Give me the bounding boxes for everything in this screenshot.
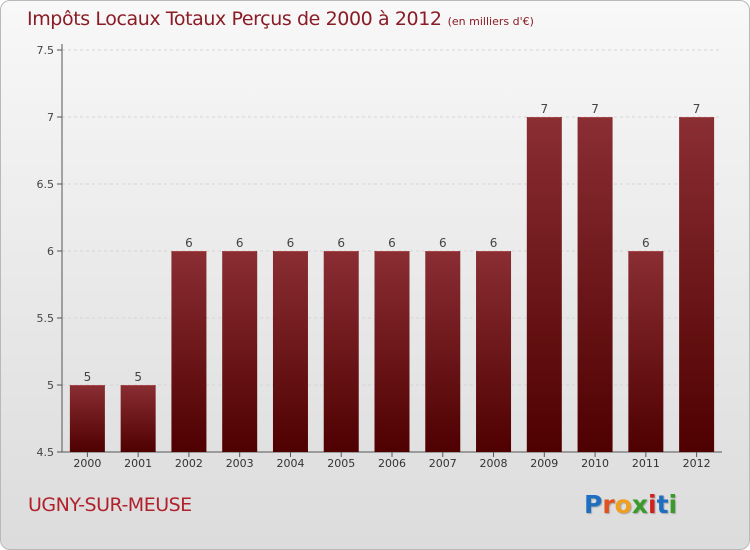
- bar-2012: [679, 117, 715, 452]
- logo-letter: x: [631, 490, 648, 519]
- data-label-2000: 5: [84, 370, 92, 384]
- bars: [69, 117, 715, 452]
- bar-2002: [171, 251, 207, 452]
- x-tick-label-2011: 2011: [632, 457, 660, 470]
- labels: 4.5 5 5.5 6 6.5 7 7.5 5 2000 5 2001 6 2002 6 2003 6 2004…: [37, 44, 711, 470]
- x-tick-label-2010: 2010: [581, 457, 609, 470]
- chart-unit-note: (en milliers d'€): [447, 15, 534, 28]
- commune-name: UGNY-SUR-MEUSE: [28, 494, 192, 516]
- x-tick-label-2002: 2002: [175, 457, 203, 470]
- logo-letter: r: [602, 490, 615, 519]
- x-tick-label-2008: 2008: [480, 457, 508, 470]
- x-tick-label-2000: 2000: [73, 457, 101, 470]
- bar-2000: [69, 385, 105, 452]
- bar-2009: [526, 117, 562, 452]
- x-tick-label-2004: 2004: [276, 457, 304, 470]
- data-label-2005: 6: [337, 236, 345, 250]
- bar-2001: [120, 385, 156, 452]
- bar-2008: [476, 251, 512, 452]
- data-label-2002: 6: [185, 236, 193, 250]
- data-label-2011: 6: [642, 236, 650, 250]
- bar-2003: [222, 251, 258, 452]
- data-label-2001: 5: [134, 370, 142, 384]
- x-tick-label-2001: 2001: [124, 457, 152, 470]
- logo-letter: t: [656, 490, 669, 519]
- y-tick-label: 4.5: [37, 446, 55, 459]
- logo-letter: P: [584, 490, 603, 519]
- y-tick-label: 7: [47, 111, 54, 124]
- proxiti-logo[interactable]: Proxiti: [584, 490, 677, 519]
- bar-2004: [272, 251, 308, 452]
- y-tick-label: 7.5: [37, 44, 55, 57]
- data-label-2008: 6: [490, 236, 498, 250]
- x-tick-label-2012: 2012: [683, 457, 711, 470]
- logo-letter: i: [668, 490, 678, 519]
- bar-2007: [425, 251, 461, 452]
- x-tick-label-2005: 2005: [327, 457, 355, 470]
- bar-2010: [577, 117, 613, 452]
- logo-letter: o: [614, 490, 632, 519]
- bar-2006: [374, 251, 410, 452]
- y-tick-label: 6.5: [37, 178, 55, 191]
- data-label-2012: 7: [693, 102, 701, 116]
- bar-2011: [628, 251, 664, 452]
- data-label-2007: 6: [439, 236, 447, 250]
- x-tick-label-2007: 2007: [429, 457, 457, 470]
- x-tick-label-2003: 2003: [226, 457, 254, 470]
- data-label-2006: 6: [388, 236, 396, 250]
- data-label-2003: 6: [236, 236, 244, 250]
- chart-title-row: Impôts Locaux Totaux Perçus de 2000 à 20…: [27, 8, 534, 30]
- x-tick-label-2006: 2006: [378, 457, 406, 470]
- data-label-2004: 6: [287, 236, 295, 250]
- y-tick-label: 5.5: [37, 312, 55, 325]
- data-label-2010: 7: [591, 102, 599, 116]
- logo-letter: i: [648, 490, 657, 519]
- y-tick-label: 6: [47, 245, 54, 258]
- data-label-2009: 7: [540, 102, 548, 116]
- y-tick-label: 5: [47, 379, 54, 392]
- x-tick-label-2009: 2009: [530, 457, 558, 470]
- chart-title: Impôts Locaux Totaux Perçus de 2000 à 20…: [27, 8, 442, 30]
- bar-2005: [323, 251, 359, 452]
